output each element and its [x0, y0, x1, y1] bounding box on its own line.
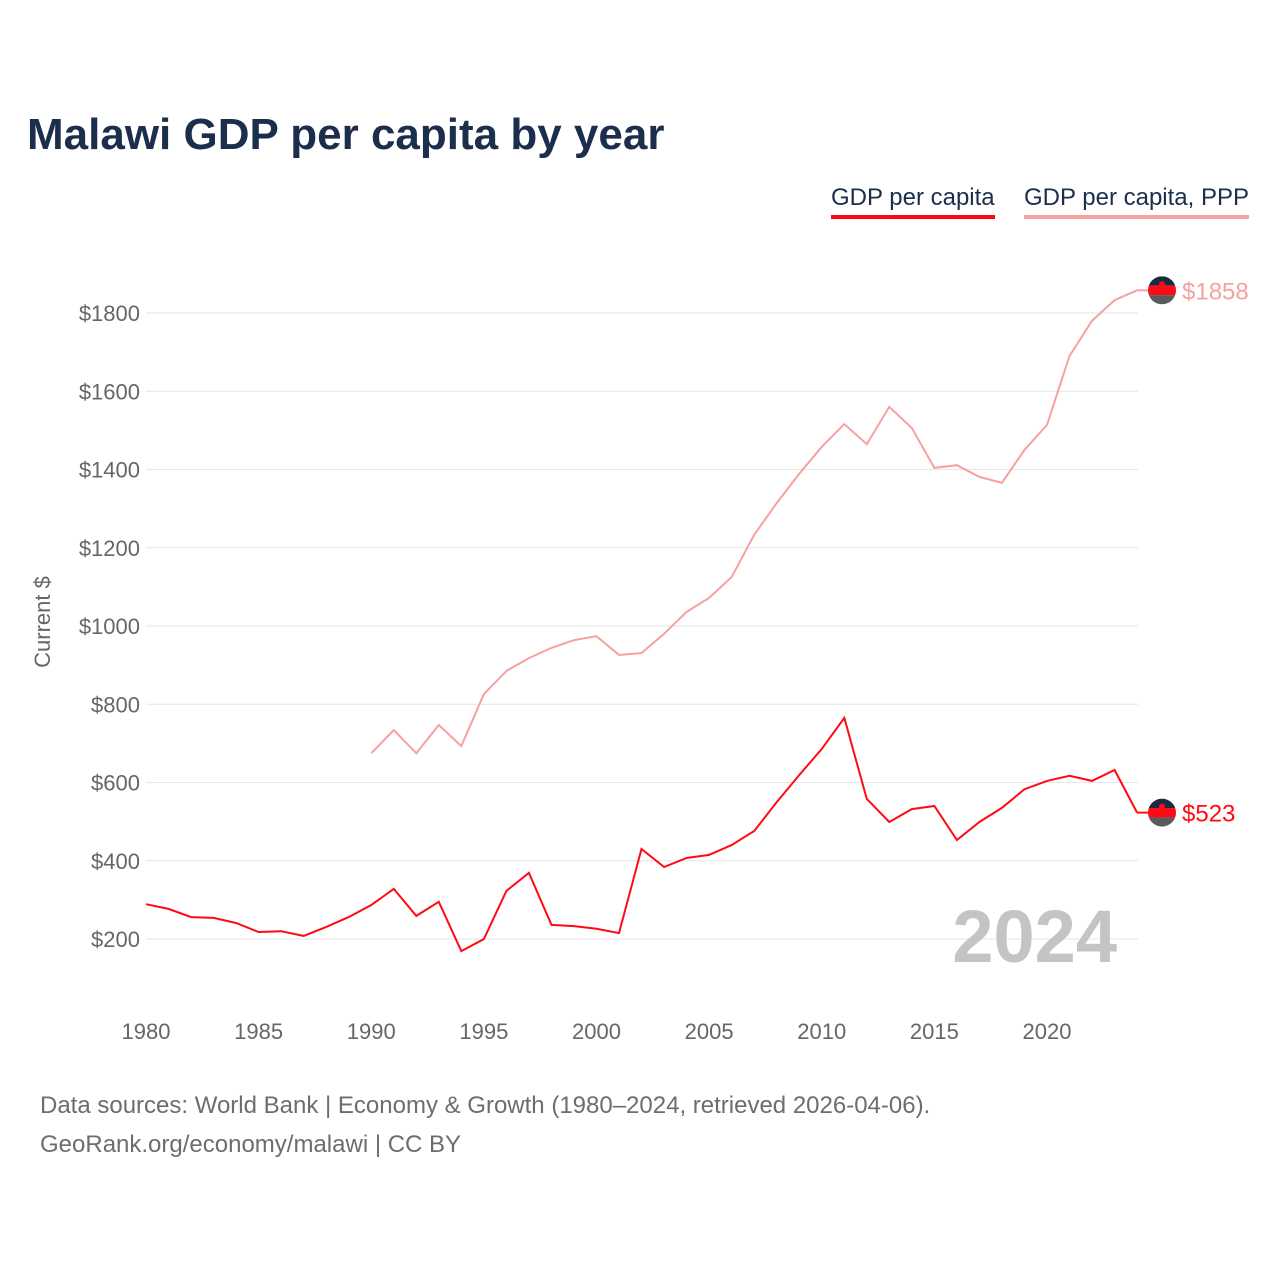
series-line-gdp	[145, 715, 1138, 953]
x-tick-label: 2000	[572, 1019, 621, 1044]
y-tick-label: $200	[91, 927, 140, 952]
y-tick-label: $600	[91, 771, 140, 796]
end-value-label-gdp: $523	[1182, 801, 1235, 828]
x-tick-label: 2015	[910, 1019, 959, 1044]
malawi-flag-icon	[1148, 276, 1176, 305]
year-watermark: 2024	[952, 895, 1117, 978]
data-sources-text: Data sources: World Bank | Economy & Gro…	[40, 1092, 931, 1119]
x-tick-label: 1990	[347, 1019, 396, 1044]
x-tick-label: 1995	[459, 1019, 508, 1044]
y-tick-label: $1200	[79, 536, 140, 561]
malawi-flag-icon	[1148, 798, 1176, 827]
y-tick-label: $800	[91, 692, 140, 717]
legend-gdp-per-capita-ppp[interactable]: GDP per capita, PPP	[1024, 184, 1249, 219]
y-tick-label: $1000	[79, 614, 140, 639]
x-tick-label: 1980	[122, 1019, 171, 1044]
footer: Data sources: World Bank | Economy & Gro…	[40, 1086, 930, 1164]
x-tick-label: 2020	[1023, 1019, 1072, 1044]
y-tick-label: $400	[91, 849, 140, 874]
legend-gdp-per-capita[interactable]: GDP per capita	[831, 184, 995, 219]
source-link[interactable]: GeoRank.org/economy/malawi | CC BY	[40, 1131, 462, 1158]
x-tick-label: 2005	[685, 1019, 734, 1044]
y-tick-label: $1800	[79, 301, 140, 326]
y-tick-label: $1600	[79, 379, 140, 404]
series-line-ppp	[370, 289, 1138, 755]
y-tick-label: $1400	[79, 458, 140, 483]
end-value-label-ppp: $1858	[1182, 278, 1249, 305]
y-axis-label: Current $	[30, 576, 55, 668]
x-tick-label: 2010	[797, 1019, 846, 1044]
chart-title: Malawi GDP per capita by year	[27, 110, 665, 159]
x-tick-label: 1985	[234, 1019, 283, 1044]
